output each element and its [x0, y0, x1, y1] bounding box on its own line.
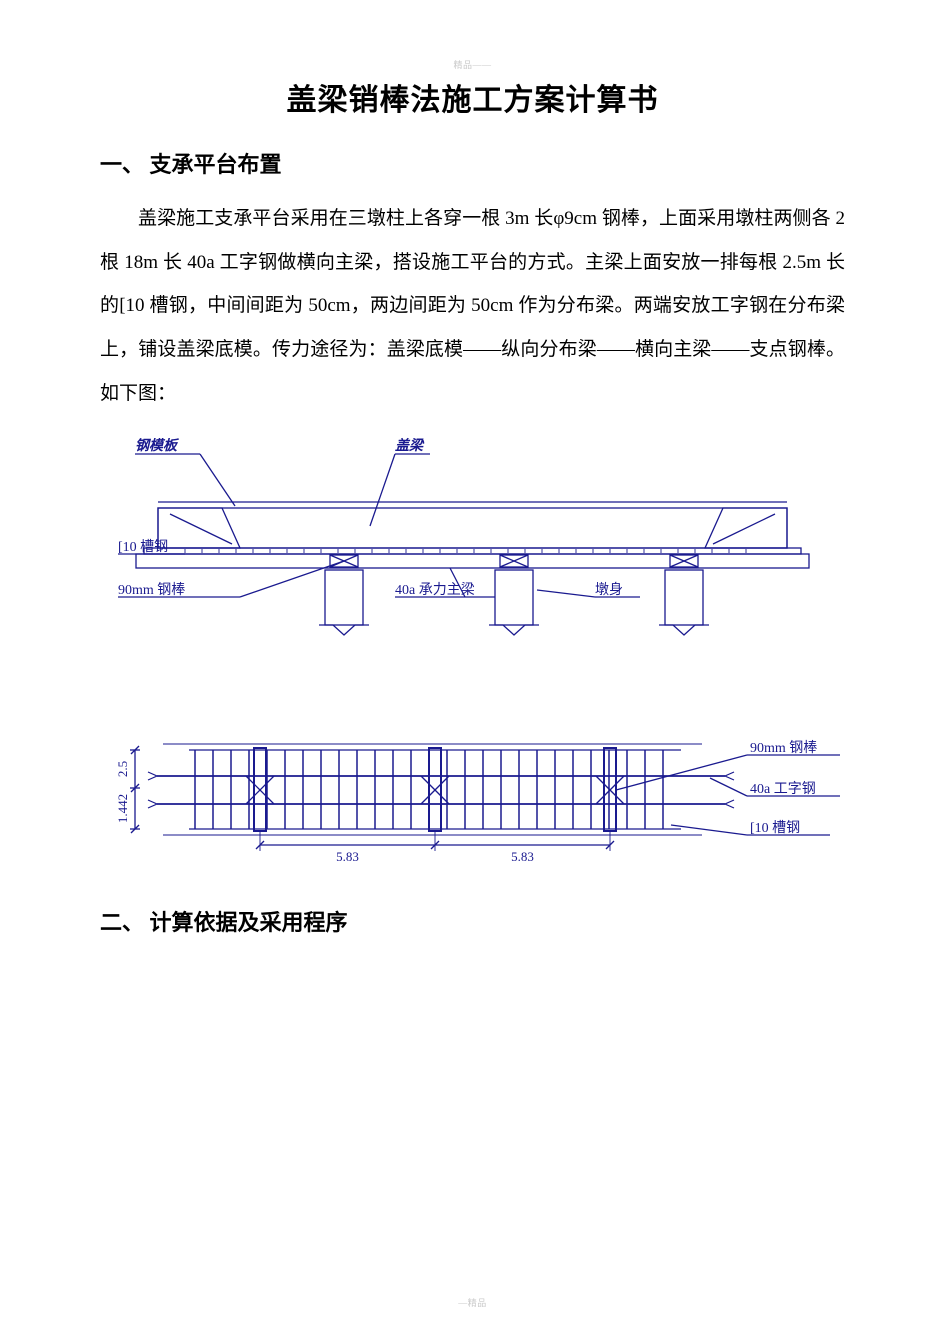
svg-text:1.442: 1.442 [115, 794, 130, 823]
svg-text:40a 承力主梁: 40a 承力主梁 [395, 582, 475, 598]
svg-text:5.83: 5.83 [511, 849, 534, 864]
svg-text:40a 工字钢: 40a 工字钢 [750, 781, 816, 797]
diagram1-elevation: 钢模板 盖梁 [10 槽钢 90mm 钢棒 40a 承力主梁 墩身 [100, 430, 845, 645]
svg-text:2.5: 2.5 [115, 761, 130, 777]
svg-text:[10 槽钢: [10 槽钢 [118, 539, 168, 555]
watermark-top: 精品—— [453, 58, 491, 71]
svg-text:90mm 钢棒: 90mm 钢棒 [750, 740, 817, 756]
svg-text:5.83: 5.83 [336, 849, 359, 864]
document-title: 盖梁销棒法施工方案计算书 [100, 75, 845, 119]
section1-paragraph: 盖梁施工支承平台采用在三墩柱上各穿一根 3m 长φ9cm 钢棒，上面采用墩柱两侧… [100, 197, 845, 415]
svg-text:[10 槽钢: [10 槽钢 [750, 820, 800, 836]
svg-text:盖梁: 盖梁 [395, 437, 425, 454]
diagram2-plan: 90mm 钢棒 40a 工字钢 [10 槽钢 2.5 1.442 5.83 5.83 [100, 695, 845, 870]
svg-text:钢模板: 钢模板 [135, 437, 180, 454]
section1-heading: 一、 支承平台布置 [100, 147, 845, 179]
svg-text:90mm 钢棒: 90mm 钢棒 [118, 582, 185, 598]
svg-text:墩身: 墩身 [595, 582, 623, 598]
watermark-bottom: —精品 [458, 1296, 487, 1309]
section2-heading: 二、 计算依据及采用程序 [100, 905, 845, 937]
